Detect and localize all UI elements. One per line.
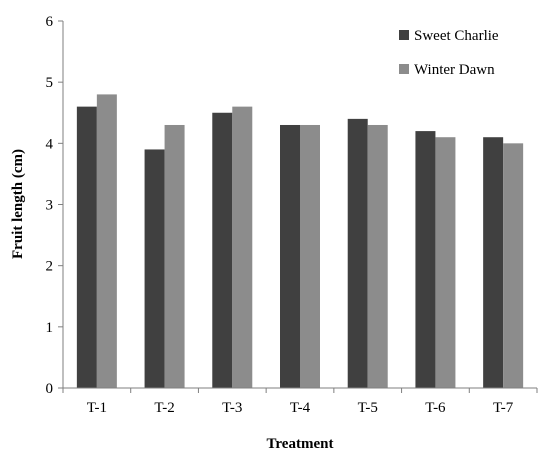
legend-swatch-winter-dawn <box>399 64 409 74</box>
x-tick-label: T-4 <box>290 400 311 416</box>
x-tick-label: T-1 <box>87 400 107 416</box>
x-tick-label: T-7 <box>493 400 514 416</box>
y-tick-label: 4 <box>46 136 54 152</box>
bar-sweet-charlie-t-5 <box>347 118 368 388</box>
bar-winter-dawn-t-5 <box>367 124 388 388</box>
y-tick-label: 5 <box>46 75 54 91</box>
x-tick-label: T-5 <box>358 400 378 416</box>
y-axis-title: Fruit length (cm) <box>10 149 26 259</box>
bar-winter-dawn-t-1 <box>96 94 117 389</box>
y-tick-label: 0 <box>46 381 54 397</box>
bar-sweet-charlie-t-7 <box>483 137 504 388</box>
legend-label-winter-dawn: Winter Dawn <box>414 62 495 78</box>
y-tick-label: 2 <box>46 259 54 275</box>
bar-winter-dawn-t-6 <box>435 137 456 388</box>
bar-winter-dawn-t-2 <box>164 124 185 388</box>
y-tick-label: 6 <box>46 14 54 30</box>
bar-sweet-charlie-t-4 <box>280 124 300 388</box>
bars <box>76 94 524 389</box>
legend-label-sweet-charlie: Sweet Charlie <box>414 28 499 44</box>
bar-winter-dawn-t-3 <box>232 106 253 388</box>
legend-swatch-sweet-charlie <box>399 30 409 40</box>
x-axis-title: Treatment <box>267 436 334 452</box>
bar-winter-dawn-t-7 <box>503 143 524 388</box>
y-tick-label: 1 <box>46 320 54 336</box>
bar-winter-dawn-t-4 <box>300 124 320 388</box>
y-tick-label: 3 <box>46 198 54 214</box>
x-tick-label: T-2 <box>154 400 174 416</box>
x-tick-label: T-3 <box>222 400 242 416</box>
x-tick-label: T-6 <box>425 400 446 416</box>
legend: Sweet Charlie Winter Dawn <box>399 28 499 78</box>
bar-sweet-charlie-t-1 <box>76 106 97 388</box>
y-axis-ticks: 0 1 2 3 4 5 6 <box>46 14 63 397</box>
bar-sweet-charlie-t-2 <box>144 149 165 388</box>
bar-sweet-charlie-t-3 <box>212 112 233 388</box>
bar-sweet-charlie-t-6 <box>415 131 436 388</box>
x-axis-ticks: T-1 T-2 T-3 T-4 T-5 T-6 T-7 <box>62 388 538 416</box>
